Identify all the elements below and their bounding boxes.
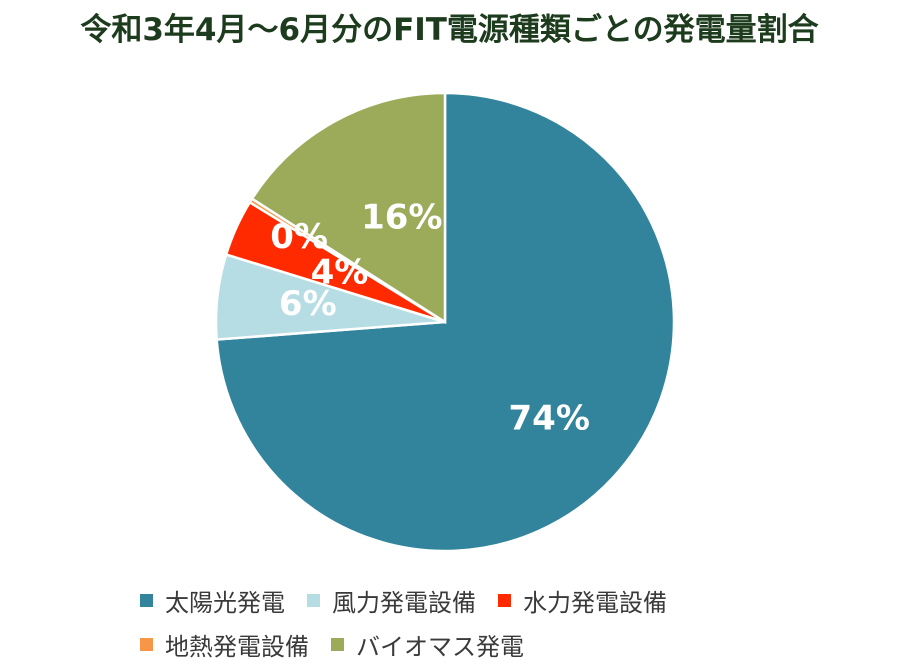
data-label-wind: 6% — [279, 284, 337, 324]
legend-item-geothermal: 地熱発電設備 — [140, 627, 309, 662]
legend-item-hydro: 水力発電設備 — [498, 583, 667, 618]
legend-swatch-hydro — [498, 593, 511, 607]
pie-chart: 74% 6%4%0% 16% — [214, 91, 676, 553]
legend-label-hydro: 水力発電設備 — [523, 588, 667, 617]
data-label-biomass: 16% — [361, 198, 442, 238]
legend-label-solar: 太陽光発電 — [165, 588, 285, 617]
data-label-solar: 74% — [509, 399, 590, 439]
pie-data-labels: 74% 6%4%0% 16% — [270, 198, 590, 439]
legend-item-biomass: バイオマス発電 — [331, 627, 524, 662]
chart-title: 令和3年4月～6月分のFIT電源種類ごとの発電量割合 — [80, 12, 819, 48]
legend-row-2: 地熱発電設備 バイオマス発電 — [140, 622, 840, 666]
legend-item-wind: 風力発電設備 — [307, 583, 476, 618]
legend-swatch-wind — [307, 593, 320, 607]
legend-swatch-geothermal — [140, 637, 153, 651]
pie-slices — [214, 91, 676, 553]
pie-slice-biomass — [250, 91, 447, 325]
data-label-hydro: 4% — [311, 252, 369, 292]
legend-row-1: 太陽光発電 風力発電設備 水力発電設備 — [140, 578, 840, 622]
legend-label-geothermal: 地熱発電設備 — [165, 632, 309, 661]
legend-label-biomass: バイオマス発電 — [356, 632, 524, 661]
legend-item-solar: 太陽光発電 — [140, 583, 285, 618]
data-label-geothermal: 0% — [270, 217, 328, 257]
legend-label-wind: 風力発電設備 — [332, 588, 476, 617]
legend-swatch-biomass — [331, 637, 344, 651]
legend-swatch-solar — [140, 593, 153, 607]
chart-legend: 太陽光発電 風力発電設備 水力発電設備 地熱発電設備 バイオマス発電 — [140, 578, 840, 666]
